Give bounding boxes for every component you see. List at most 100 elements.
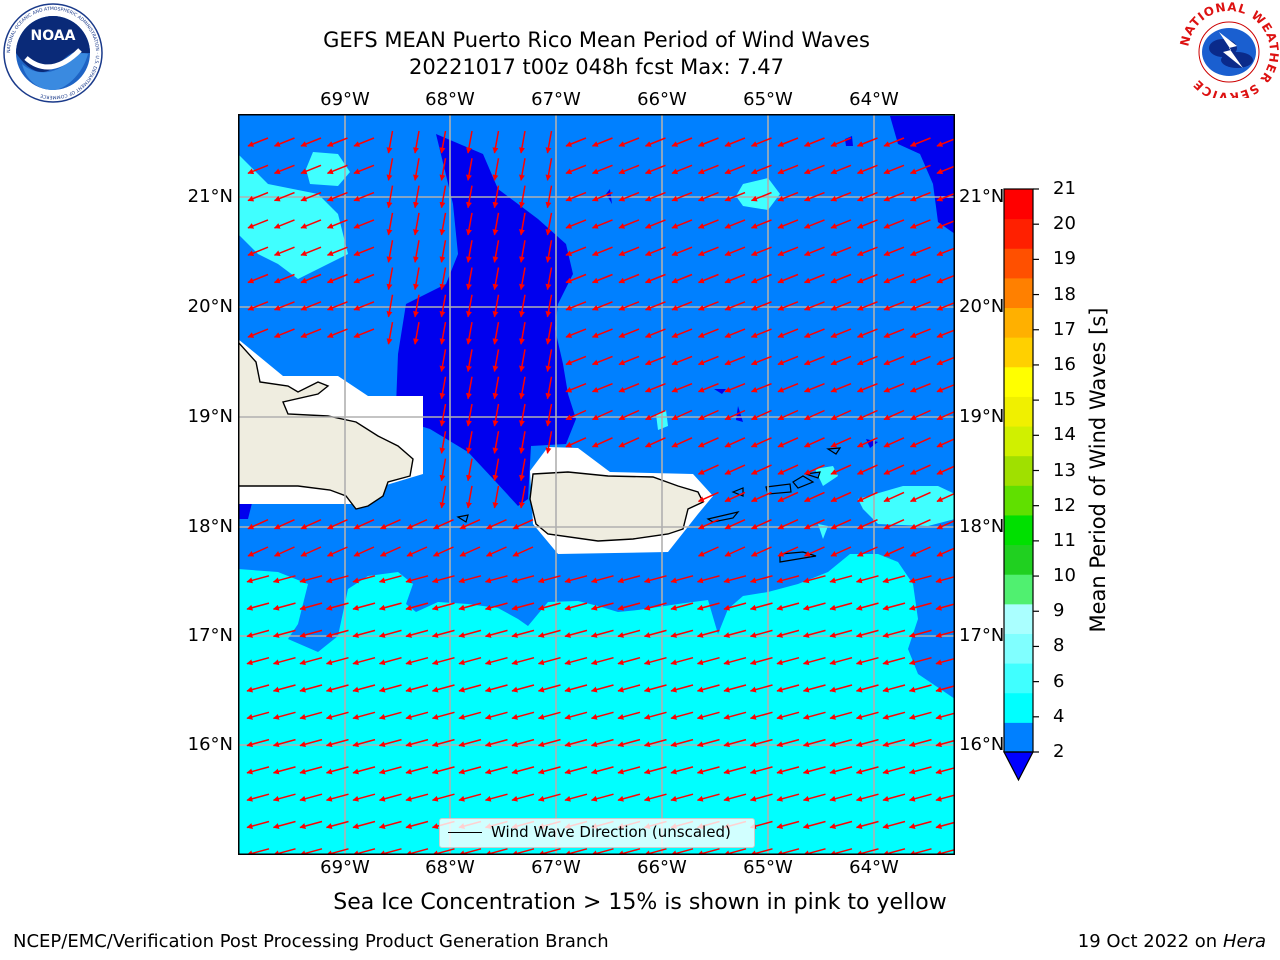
wind-wave-arrow (386, 185, 394, 209)
wind-wave-arrow (565, 437, 587, 448)
wind-wave-arrow (466, 130, 473, 154)
wind-wave-arrow (856, 301, 878, 311)
wind-wave-arrow (299, 656, 323, 666)
wind-wave-arrow (325, 766, 349, 775)
wind-wave-arrow (519, 158, 526, 181)
wind-wave-arrow (246, 656, 270, 666)
wind-wave-arrow (492, 485, 500, 509)
wind-wave-arrow (829, 793, 853, 802)
wind-wave-arrow (883, 437, 905, 448)
wind-wave-arrow (697, 137, 719, 147)
wind-wave-arrow (776, 684, 800, 693)
wind-wave-arrow (830, 464, 852, 475)
wind-wave-arrow (439, 158, 447, 181)
wind-wave-arrow (750, 301, 772, 311)
wind-wave-arrow (299, 684, 323, 693)
wind-wave-arrow (386, 158, 394, 181)
wind-wave-arrow (247, 273, 269, 284)
wind-wave-arrow (802, 629, 826, 638)
wind-wave-arrow (519, 185, 526, 209)
nws-logo: NATIONAL WEATHER SERVICE (1179, 2, 1279, 98)
wind-wave-arrow (325, 629, 349, 638)
lon-label-top-66w: 66°W (637, 89, 687, 110)
wind-wave-arrow (590, 793, 614, 802)
wind-wave-arrow (386, 240, 394, 263)
wind-wave-arrow (492, 321, 500, 345)
colorbar-segment (1004, 485, 1033, 516)
wind-wave-arrow (405, 793, 429, 802)
wind-wave-arrow (378, 793, 402, 802)
wind-wave-arrow (671, 409, 693, 421)
colorbar-segment (1004, 574, 1033, 605)
colorbar-tick-label: 4 (1053, 705, 1065, 727)
lon-label-bottom-64w: 64°W (849, 857, 899, 878)
wind-wave-arrow (644, 409, 666, 421)
wind-wave-arrow (882, 602, 906, 611)
wind-wave-arrow (406, 519, 428, 530)
wind-wave-arrow (273, 191, 295, 202)
wind-wave-arrow (644, 383, 666, 393)
wind-wave-arrow (882, 656, 906, 666)
wind-wave-arrow (511, 738, 535, 748)
wind-wave-arrow (300, 546, 322, 557)
wind-wave-arrow (466, 240, 473, 263)
wind-wave-arrow (439, 376, 447, 400)
run-date-text: 19 Oct 2022 on (1077, 931, 1223, 952)
wind-wave-arrow (325, 656, 349, 666)
wind-wave-arrow (300, 301, 322, 311)
wind-wave-arrow (439, 185, 447, 209)
wind-wave-arrow (565, 383, 587, 393)
wind-wave-arrow (697, 491, 719, 503)
wind-wave-arrow (386, 130, 394, 154)
wind-wave-arrow (697, 355, 719, 366)
colorbar-segment (1004, 248, 1033, 279)
wind-wave-arrow (545, 212, 553, 236)
wind-wave-arrow (777, 191, 799, 202)
wind-wave-arrow (273, 301, 295, 311)
wind-wave-arrow (856, 273, 878, 284)
lon-label-top-64w: 64°W (849, 89, 899, 110)
wind-wave-arrow (670, 629, 694, 638)
wind-wave-arrow (378, 711, 402, 720)
wind-wave-arrow (750, 191, 772, 202)
wind-wave-arrow (618, 437, 640, 448)
wind-wave-arrow (432, 519, 454, 530)
wind-wave-arrow (466, 158, 473, 181)
wind-wave-arrow (325, 575, 349, 584)
wind-wave-arrow (413, 240, 420, 263)
wind-wave-arrow (855, 766, 879, 775)
wind-wave-arrow (803, 137, 825, 147)
wind-wave-arrow (326, 137, 348, 147)
wind-wave-arrow (749, 656, 773, 666)
wind-wave-arrow (617, 766, 641, 775)
wind-wave-arrow (883, 546, 905, 557)
wind-wave-arrow (439, 212, 447, 236)
wind-wave-arrow (590, 711, 614, 720)
wind-wave-arrow (644, 191, 666, 202)
wind-wave-arrow (273, 519, 295, 530)
wind-wave-arrow (697, 546, 719, 557)
wind-wave-arrow (696, 629, 720, 638)
wind-wave-arrow (564, 684, 588, 693)
wind-wave-arrow (466, 376, 473, 400)
wind-wave-arrow (618, 164, 640, 175)
wind-wave-arrow (300, 519, 322, 530)
wind-wave-arrow (803, 546, 825, 557)
wind-wave-arrow (246, 684, 270, 693)
wind-wave-arrow (439, 267, 447, 291)
wind-wave-arrow (272, 656, 296, 666)
wind-wave-arrow (882, 738, 906, 748)
wind-wave-arrow (537, 629, 561, 638)
colorbar-tick-label: 6 (1053, 670, 1065, 692)
wind-wave-arrow (484, 684, 508, 693)
wind-wave-arrow (519, 130, 526, 154)
colorbar-tick-label: 9 (1053, 600, 1065, 622)
wind-wave-arrow (537, 738, 561, 748)
wind-wave-arrow (353, 137, 375, 147)
wind-wave-arrow (776, 629, 800, 638)
wind-wave-arrow (405, 629, 429, 638)
wind-wave-arrow (272, 766, 296, 775)
colorbar-segment (1004, 366, 1033, 397)
wind-wave-arrow (724, 164, 746, 175)
wind-wave-arrow (519, 321, 526, 345)
